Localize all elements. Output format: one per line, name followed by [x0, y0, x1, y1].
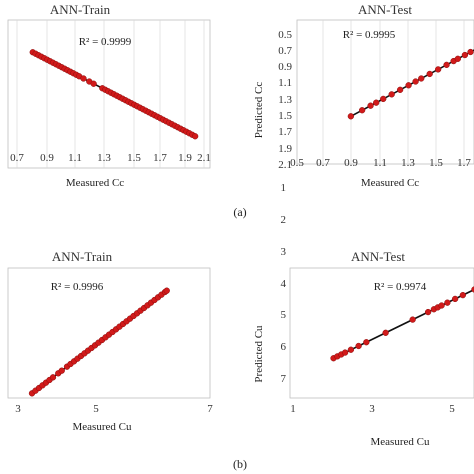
data-point	[459, 291, 466, 299]
data-point	[412, 78, 419, 85]
data-point	[341, 349, 349, 356]
chart-3: ANN-Train R² = 0.9996 3 5 7 Measured Cu	[7, 249, 213, 433]
data-point	[347, 113, 355, 120]
x-tick-label: 3	[15, 403, 21, 415]
r-squared-annotation: R² = 0.9999	[79, 36, 132, 48]
y-tick-label: 1.1	[278, 77, 292, 89]
chart-2: ANN-Test R² = 0.9995 0.5 0.7 0.9 1.1 1.3 1.5 1.7…	[253, 2, 474, 189]
data-point	[80, 75, 87, 82]
data-point	[444, 299, 451, 306]
y-tick-label: 1.7	[278, 126, 292, 138]
y-tick-label: 3	[281, 246, 287, 258]
x-tick-label: 1	[290, 403, 296, 415]
r-squared-annotation: R² = 0.9996	[51, 281, 104, 293]
x-tick-label: 1.9	[178, 152, 192, 164]
data-point	[471, 286, 474, 293]
data-point	[443, 61, 450, 69]
y-tick-label: 1.3	[278, 94, 292, 106]
data-point	[49, 374, 57, 381]
chart-title: ANN-Train	[50, 2, 111, 17]
data-point	[358, 107, 366, 114]
y-tick-label: 0.7	[278, 45, 292, 57]
data-point	[418, 75, 425, 82]
data-point	[434, 66, 442, 73]
data-point	[409, 316, 416, 323]
chart-4: ANN-Test R² = 0.9974 1 3 5 1 2 3 4 5 6 7 Measured Cu…	[253, 182, 474, 448]
data-point	[396, 86, 404, 93]
x-tick-label: 1.7	[457, 157, 471, 169]
data-point	[192, 133, 199, 140]
data-point	[424, 308, 432, 316]
data-point	[382, 329, 389, 336]
data-point	[90, 80, 97, 87]
x-tick-label: 5	[449, 403, 455, 415]
y-tick-label: 1.9	[278, 143, 292, 155]
y-tick-label: 2.1	[278, 159, 292, 171]
r-squared-annotation: R² = 0.9974	[374, 281, 427, 293]
data-point	[426, 70, 433, 78]
data-point	[363, 339, 370, 346]
x-tick-label: 1.1	[68, 152, 82, 164]
data-point	[438, 302, 445, 309]
chart-title: ANN-Train	[52, 249, 113, 264]
data-point	[373, 99, 380, 106]
x-tick-label: 1.7	[153, 152, 167, 164]
y-tick-label: 6	[281, 341, 287, 353]
y-tick-label: 4	[281, 278, 287, 290]
x-tick-label: 0.7	[316, 157, 330, 169]
panel-label: (a)	[233, 205, 246, 219]
y-axis-label: Predicted Cc	[253, 82, 265, 139]
data-point	[163, 287, 170, 294]
plot-frame	[7, 267, 211, 399]
x-tick-label: 0.9	[40, 152, 54, 164]
x-axis-label: Measured Cc	[361, 177, 419, 189]
data-point	[58, 367, 65, 374]
x-tick-label: 3	[369, 403, 375, 415]
x-tick-label: 5	[93, 403, 99, 415]
data-point	[405, 82, 412, 89]
plot-frame	[289, 267, 474, 399]
x-tick-label: 1.3	[401, 157, 415, 169]
data-point	[355, 342, 362, 350]
x-axis-label: Measured Cu	[73, 421, 132, 433]
x-tick-label: 1.3	[97, 152, 111, 164]
r-squared-annotation: R² = 0.9995	[343, 29, 396, 41]
chart-title: ANN-Test	[358, 2, 412, 17]
y-axis-label: Predicted Cu	[253, 325, 265, 383]
chart-1: ANN-Train R² = 0.9999 0.7 0.9 1.1 1.3 1.5 1.7 1.…	[7, 2, 211, 189]
x-axis-label: Measured Cu	[371, 436, 430, 448]
panel-label: (b)	[233, 457, 247, 471]
data-point	[380, 95, 387, 103]
y-tick-label: 0.9	[278, 61, 292, 73]
data-point	[388, 91, 395, 98]
x-tick-label: 1.5	[429, 157, 443, 169]
chart-title: ANN-Test	[351, 249, 405, 264]
data-point	[451, 295, 459, 303]
x-axis-label: Measured Cc	[66, 177, 124, 189]
y-tick-label: 1	[281, 182, 287, 194]
data-point	[347, 346, 355, 353]
y-tick-label: 2	[281, 214, 287, 226]
plot-frame	[296, 19, 474, 165]
x-tick-label: 1.1	[373, 157, 387, 169]
data-point	[367, 102, 374, 109]
x-tick-label: 0.7	[10, 152, 24, 164]
x-tick-label: 2.1	[197, 152, 211, 164]
data-point	[461, 51, 469, 59]
data-point	[454, 55, 461, 62]
y-tick-label: 0.5	[278, 29, 292, 41]
data-point	[467, 48, 474, 56]
y-tick-label: 5	[281, 309, 287, 321]
x-tick-label: 1.5	[127, 152, 141, 164]
x-tick-label: 0.9	[344, 157, 358, 169]
y-tick-label: 1.5	[278, 110, 292, 122]
x-tick-label: 0.5	[290, 157, 304, 169]
y-tick-label: 7	[281, 373, 287, 385]
x-tick-label: 7	[207, 403, 213, 415]
